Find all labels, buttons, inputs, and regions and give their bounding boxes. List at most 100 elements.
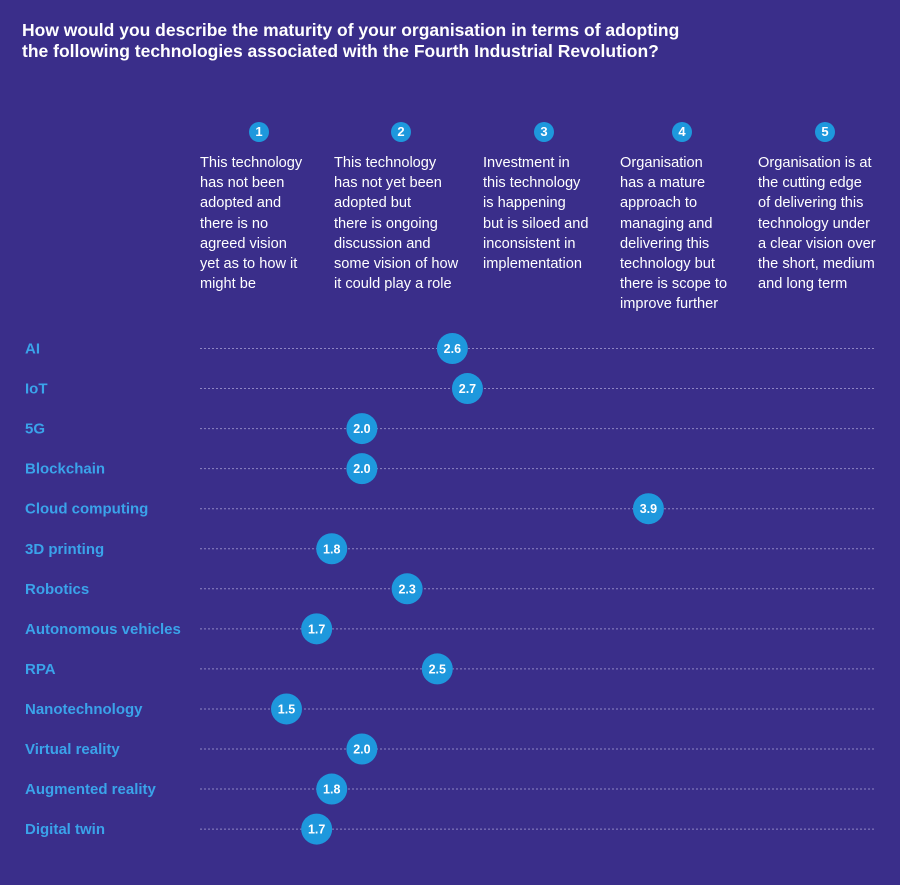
value-label: 2.5 <box>429 662 446 676</box>
category-label: IoT <box>25 381 48 398</box>
scale-description-line: a clear vision over <box>758 235 876 252</box>
scale-description-line: there is no <box>200 215 269 232</box>
value-label: 1.7 <box>308 622 325 636</box>
scale-description-line: adopted and <box>200 195 282 212</box>
scale-description-line: approach to <box>620 195 698 212</box>
scale-description-line: inconsistent in <box>483 235 576 252</box>
scale-description-line: Investment in <box>483 155 570 171</box>
chart-row: IoT 2.7 <box>25 373 876 405</box>
scale-description-line: of delivering this <box>758 195 864 212</box>
scale-description-line: This technology <box>200 155 303 171</box>
scale-description-line: technology under <box>758 215 870 232</box>
chart-title: How would you describe the maturity of y… <box>22 20 782 62</box>
value-label: 1.5 <box>278 702 295 716</box>
value-label: 2.3 <box>398 582 415 596</box>
chart-row: Digital twin 1.7 <box>25 813 876 845</box>
chart-row: 5G 2.0 <box>25 413 876 445</box>
scale-description: Investment in this technology is happeni… <box>483 153 588 274</box>
scale-number-badge: 2 <box>391 122 411 142</box>
chart-row: RPA 2.5 <box>25 653 876 685</box>
value-label: 3.9 <box>640 502 657 516</box>
value-bubble <box>346 733 378 765</box>
value-bubble <box>346 453 378 485</box>
value-label: 2.7 <box>459 382 476 396</box>
scale-description: This technology has not been adopted and… <box>200 153 302 294</box>
value-bubble <box>391 573 423 605</box>
value-bubble <box>632 493 664 525</box>
scale-description: Organisation has a mature approach to ma… <box>620 153 727 315</box>
category-label: AI <box>25 341 40 358</box>
scale-description-line: is happening <box>483 195 566 212</box>
category-label: RPA <box>25 661 56 678</box>
scale-description: Organisation is at the cutting edge of d… <box>758 153 876 294</box>
scale-number-badge: 3 <box>534 122 554 142</box>
chart-row: Virtual reality 2.0 <box>25 733 876 765</box>
scale-description-line: yet as to how it <box>200 256 298 273</box>
chart-row: Autonomous vehicles 1.7 <box>25 613 876 645</box>
chart-row: Blockchain 2.0 <box>25 453 876 485</box>
value-bubble <box>301 613 333 645</box>
value-label: 2.6 <box>444 342 461 356</box>
chart-row: AI 2.6 <box>25 333 876 364</box>
scale-description-line: adopted but <box>334 195 412 212</box>
category-label: Autonomous vehicles <box>25 621 181 638</box>
category-label: 5G <box>25 421 45 438</box>
scale-number-badge: 4 <box>672 122 692 142</box>
category-label: 3D printing <box>25 541 104 558</box>
scale-description-line: delivering this <box>620 235 710 252</box>
chart-title-line: How would you describe the maturity of y… <box>22 20 680 40</box>
scale-description-line: managing and <box>620 215 713 232</box>
scale-description-line: the cutting edge <box>758 175 862 192</box>
scale-description-line: has not been <box>200 175 285 192</box>
value-label: 2.0 <box>353 422 370 436</box>
scale-description-line: agreed vision <box>200 235 287 252</box>
scale-description-line: Organisation <box>620 155 703 171</box>
scale-description-line: technology but <box>620 256 715 273</box>
scale-number-badge: 1 <box>249 122 269 142</box>
chart-title-line: the following technologies associated wi… <box>22 41 659 61</box>
scale-number-badge: 5 <box>815 122 835 142</box>
scale-description-line: some vision of how <box>334 256 459 273</box>
scale-description: This technology has not yet been adopted… <box>334 153 458 294</box>
chart-row: Robotics 2.3 <box>25 573 876 605</box>
value-label: 2.0 <box>353 462 370 476</box>
scale-description-line: Organisation is at <box>758 155 872 171</box>
value-bubble <box>316 533 348 565</box>
value-label: 1.8 <box>323 542 340 556</box>
value-bubble <box>301 813 333 845</box>
category-label: Blockchain <box>25 461 105 478</box>
chart-row: 3D printing 1.8 <box>25 533 876 565</box>
scale-description-line: this technology <box>483 175 581 192</box>
value-bubble <box>451 373 483 405</box>
category-label: Nanotechnology <box>25 701 143 718</box>
scale-description-line: there is ongoing <box>334 215 438 232</box>
scale-description-line: but is siloed and <box>483 215 589 232</box>
scale-description-line: discussion and <box>334 235 431 252</box>
chart-row: Augmented reality 1.8 <box>25 773 876 805</box>
category-label: Digital twin <box>25 821 105 838</box>
value-label: 1.7 <box>308 823 325 837</box>
scale-description-line: the short, medium <box>758 256 875 273</box>
scale-description-line: improve further <box>620 296 719 313</box>
value-bubble <box>316 773 348 805</box>
category-label: Robotics <box>25 581 89 598</box>
value-bubble <box>271 693 302 725</box>
scale-description-line: implementation <box>483 256 582 273</box>
scale-description-line: there is scope to <box>620 276 728 293</box>
scale-description-line: This technology <box>334 155 437 171</box>
scale-description-line: and long term <box>758 276 848 293</box>
value-label: 2.0 <box>353 743 370 757</box>
scale-description-line: might be <box>200 276 256 293</box>
chart-row: Cloud computing 3.9 <box>25 493 876 525</box>
value-bubble <box>346 413 378 445</box>
scale-description-line: has not yet been <box>334 175 442 192</box>
value-label: 1.8 <box>323 783 340 797</box>
category-label: Cloud computing <box>25 501 148 518</box>
scale-description-line: has a mature <box>620 175 706 192</box>
value-bubble <box>436 333 468 364</box>
chart-row: Nanotechnology 1.5 <box>25 693 876 725</box>
value-bubble <box>421 653 453 685</box>
scale-description-line: it could play a role <box>334 276 452 293</box>
category-label: Augmented reality <box>25 781 157 798</box>
